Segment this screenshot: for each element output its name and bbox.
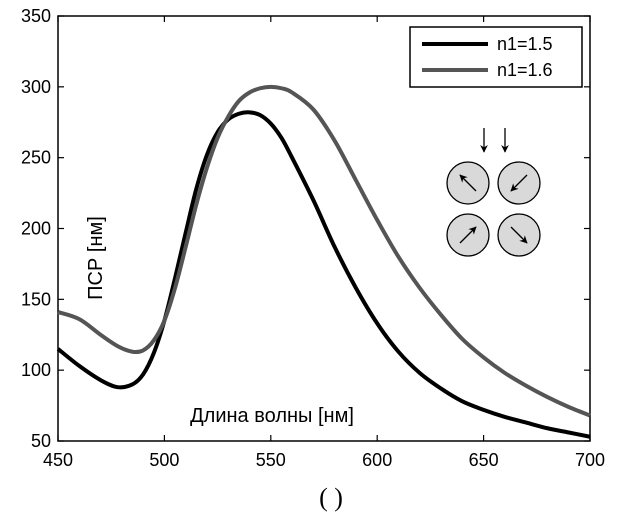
- legend: n1=1.5 n1=1.6: [410, 27, 582, 87]
- legend-box: [410, 27, 582, 87]
- y-tick-label: 300: [21, 77, 51, 97]
- legend-entry-n1-1-5: n1=1.5: [497, 34, 553, 54]
- x-tick-label: 550: [256, 450, 286, 470]
- y-tick-label: 350: [21, 6, 51, 26]
- x-tick-label: 600: [362, 450, 392, 470]
- figure-caption: ( ): [319, 483, 343, 512]
- y-tick-label: 200: [21, 219, 51, 239]
- x-tick-label: 700: [575, 450, 605, 470]
- legend-entry-n1-1-6: n1=1.6: [497, 60, 553, 80]
- y-axis-label: ПСР [нм]: [85, 216, 107, 300]
- x-tick-label: 450: [43, 450, 73, 470]
- x-tick-label: 650: [469, 450, 499, 470]
- y-tick-label: 100: [21, 360, 51, 380]
- y-tick-label: 250: [21, 148, 51, 168]
- x-axis-label: Длина волны [нм]: [190, 405, 354, 427]
- x-tick-label: 500: [149, 450, 179, 470]
- y-tick-label: 50: [31, 431, 51, 451]
- y-tick-label: 150: [21, 289, 51, 309]
